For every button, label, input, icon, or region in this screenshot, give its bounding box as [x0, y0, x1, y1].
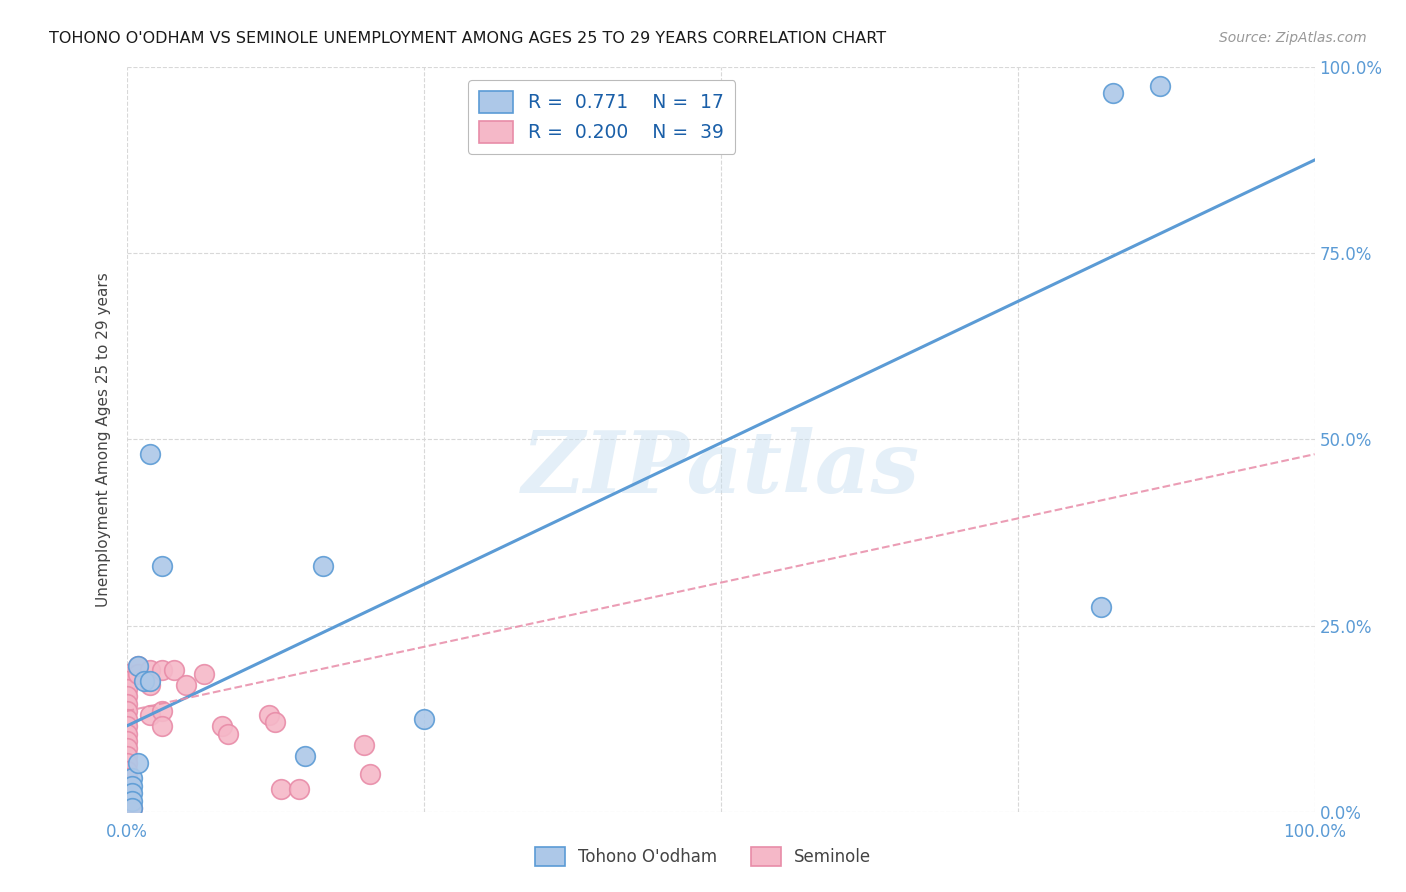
Point — [115, 704, 138, 718]
Point — [115, 726, 138, 740]
Point — [121, 771, 143, 785]
Point — [115, 674, 138, 689]
Point — [115, 681, 138, 696]
Point — [115, 690, 138, 704]
Point — [1149, 78, 1171, 93]
Point — [288, 782, 311, 797]
Point — [1101, 86, 1123, 100]
Point — [1090, 599, 1112, 614]
Point — [115, 779, 138, 793]
Point — [127, 659, 149, 673]
Point — [359, 767, 381, 781]
Point — [115, 786, 138, 800]
Legend: Tohono O'odham, Seminole: Tohono O'odham, Seminole — [529, 840, 877, 873]
Point — [121, 801, 143, 815]
Point — [257, 707, 280, 722]
Point — [127, 659, 149, 673]
Point — [115, 771, 138, 785]
Point — [115, 756, 138, 771]
Point — [150, 719, 173, 733]
Point — [264, 715, 287, 730]
Point — [217, 726, 239, 740]
Point — [121, 801, 143, 815]
Point — [139, 663, 162, 677]
Point — [115, 719, 138, 733]
Point — [115, 734, 138, 748]
Point — [115, 797, 138, 812]
Point — [139, 447, 162, 461]
Point — [139, 707, 162, 722]
Point — [412, 712, 434, 726]
Point — [121, 793, 143, 807]
Point — [174, 678, 197, 692]
Point — [127, 667, 149, 681]
Point — [115, 667, 138, 681]
Point — [139, 678, 162, 692]
Point — [211, 719, 233, 733]
Point — [353, 738, 375, 752]
Point — [150, 704, 173, 718]
Text: Source: ZipAtlas.com: Source: ZipAtlas.com — [1219, 31, 1367, 45]
Text: ZIPatlas: ZIPatlas — [522, 427, 920, 511]
Point — [115, 697, 138, 711]
Point — [115, 712, 138, 726]
Y-axis label: Unemployment Among Ages 25 to 29 years: Unemployment Among Ages 25 to 29 years — [96, 272, 111, 607]
Point — [134, 674, 156, 689]
Point — [150, 663, 173, 677]
Legend: R =  0.771    N =  17, R =  0.200    N =  39: R = 0.771 N = 17, R = 0.200 N = 39 — [468, 80, 735, 154]
Point — [294, 748, 316, 763]
Point — [121, 779, 143, 793]
Point — [193, 667, 215, 681]
Point — [270, 782, 292, 797]
Point — [115, 793, 138, 807]
Point — [115, 748, 138, 763]
Point — [115, 741, 138, 756]
Point — [127, 756, 149, 771]
Point — [311, 558, 333, 573]
Text: TOHONO O'ODHAM VS SEMINOLE UNEMPLOYMENT AMONG AGES 25 TO 29 YEARS CORRELATION CH: TOHONO O'ODHAM VS SEMINOLE UNEMPLOYMENT … — [49, 31, 886, 46]
Point — [163, 663, 186, 677]
Point — [115, 764, 138, 778]
Point — [150, 558, 173, 573]
Point — [121, 786, 143, 800]
Point — [139, 674, 162, 689]
